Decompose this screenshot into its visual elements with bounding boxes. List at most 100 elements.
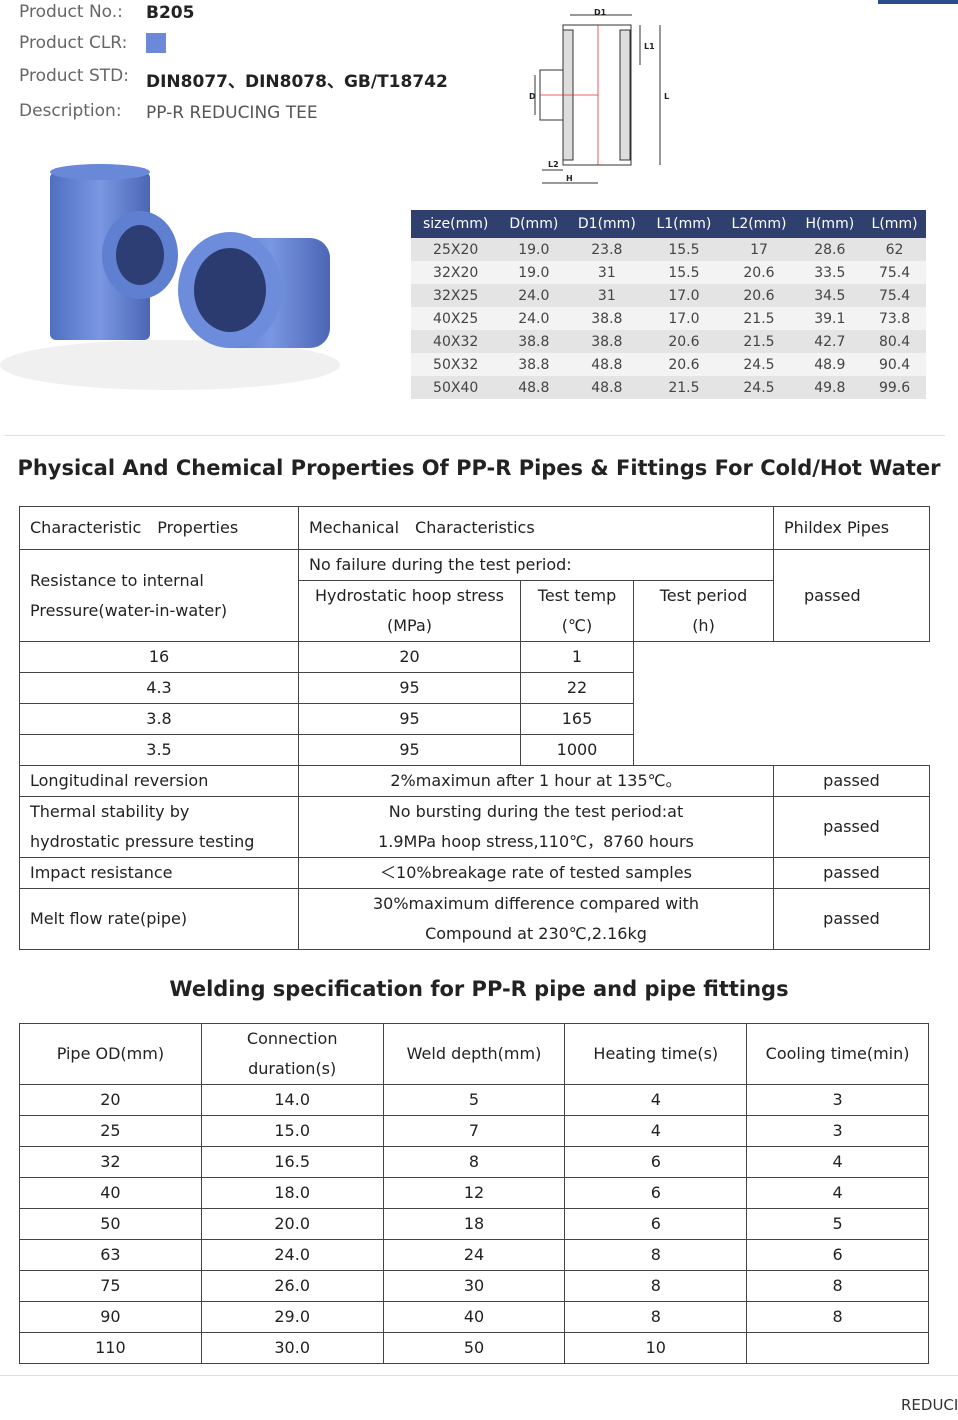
cell: 40	[19, 1177, 202, 1209]
cell: 15.0	[200, 1115, 384, 1147]
name-cell: Thermal stability by hydrostatic pressure…	[19, 796, 299, 858]
dim-label: D	[529, 92, 536, 101]
text: (MPa)	[386, 616, 433, 635]
cell: 24.0	[500, 284, 568, 307]
sub-header-cell: Test temp (℃)	[520, 580, 634, 642]
result-cell: passed	[773, 765, 930, 797]
separator	[5, 435, 945, 436]
text: hydrostatic pressure testing	[30, 832, 255, 851]
row: 50 20.0 18 6 5	[19, 1208, 929, 1240]
value: B205	[146, 3, 195, 23]
text: Test temp	[537, 586, 617, 605]
cell: 62	[863, 238, 926, 261]
row: 25 15.0 7 4 3	[19, 1115, 929, 1147]
row: Thermal stability by hydrostatic pressure…	[19, 796, 930, 858]
cell: 49.8	[796, 376, 864, 399]
cell: 31	[567, 261, 647, 284]
cell: 30	[382, 1270, 566, 1302]
header-cell: Weld depth(mm)	[382, 1023, 566, 1085]
cell: 48.8	[500, 376, 568, 399]
cell: 4	[564, 1084, 748, 1116]
text: 2%maximun after 1 hour at 135℃。	[390, 771, 682, 790]
cell: 48.9	[796, 353, 864, 376]
row: 40X32 38.8 38.8 20.6 21.5 42.7 80.4	[411, 330, 926, 353]
cell: 34.5	[796, 284, 864, 307]
row: 4.3 95 22	[19, 672, 930, 704]
row: 20 14.0 5 4 3	[19, 1084, 929, 1116]
separator	[0, 1375, 958, 1376]
cell: 23.8	[567, 238, 647, 261]
row: 40 18.0 12 6 4	[19, 1177, 929, 1209]
text: Hydrostatic hoop stress	[315, 586, 504, 605]
label: Description:	[19, 101, 122, 121]
header-cell: size(mm)	[411, 210, 501, 238]
note-cell: No failure during the test period:	[298, 549, 774, 581]
cell: 18	[382, 1208, 566, 1240]
header-cell: Phildex Pipes	[773, 506, 930, 550]
cell: 165	[520, 703, 634, 735]
header-cell: Characteristic Properties	[19, 506, 299, 550]
text: Melt flow rate(pipe)	[30, 909, 188, 928]
row: Impact resistance ＜10%breakage rate of te…	[19, 857, 930, 889]
cell: 20.0	[200, 1208, 384, 1240]
text: Connection	[246, 1029, 338, 1048]
cell: 18.0	[200, 1177, 384, 1209]
cell: 25	[19, 1115, 202, 1147]
header-cell: Mechanical Characteristics	[298, 506, 774, 550]
text: (℃)	[561, 616, 593, 635]
cell: 63	[19, 1239, 202, 1271]
cell: 4	[746, 1177, 929, 1209]
dim-label: L	[664, 92, 669, 101]
row: 50X40 48.8 48.8 21.5 24.5 49.8 99.6	[411, 376, 926, 399]
cell: 3	[746, 1084, 929, 1116]
header-cell: L2(mm)	[721, 210, 797, 238]
cell: 99.6	[863, 376, 926, 399]
cell: 33.5	[796, 261, 864, 284]
text: Heating time(s)	[593, 1044, 719, 1063]
cell: 21.5	[646, 376, 722, 399]
dim-label: D1	[594, 8, 607, 17]
text: Pressure(water-in-water)	[30, 600, 228, 620]
header-cell: H(mm)	[796, 210, 864, 238]
cell: 75.4	[863, 284, 926, 307]
cell: 24	[382, 1239, 566, 1271]
text: (h)	[692, 616, 715, 635]
top-bar	[878, 0, 958, 4]
cell: 17.0	[646, 284, 722, 307]
cell: 20	[19, 1084, 202, 1116]
row: 25X20 19.0 23.8 15.5 17 28.6 62	[411, 238, 926, 261]
row: 63 24.0 24 8 6	[19, 1239, 929, 1271]
cell: 38.8	[500, 353, 568, 376]
cell: 19.0	[500, 238, 568, 261]
cell: 8	[564, 1270, 748, 1302]
cell: 39.1	[796, 307, 864, 330]
text: Impact resistance	[30, 863, 173, 882]
cell: 6	[564, 1146, 748, 1178]
cell: 50	[382, 1332, 566, 1364]
cell: 16.5	[200, 1146, 384, 1178]
spec-cell: 30%maximum difference compared with Compo…	[298, 888, 774, 950]
result-cell: passed	[773, 549, 930, 642]
cell: 40	[382, 1301, 566, 1333]
cell: 90.4	[863, 353, 926, 376]
row: 40X25 24.0 38.8 17.0 21.5 39.1 73.8	[411, 307, 926, 330]
cell: 40X32	[411, 330, 501, 353]
name-cell: Longitudinal reversion	[19, 765, 299, 797]
cell: 75.4	[863, 261, 926, 284]
text: Resistance to internal	[30, 570, 204, 590]
name-cell: Impact resistance	[19, 857, 299, 889]
header-cell: L(mm)	[863, 210, 926, 238]
cell: 6	[564, 1208, 748, 1240]
header-cell: Heating time(s)	[564, 1023, 748, 1085]
welding-table: Pipe OD(mm) Connection duration(s) Weld dep…	[19, 1023, 929, 1364]
value: DIN8077、DIN8078、GB/T18742	[146, 72, 448, 92]
label: Product No.:	[19, 2, 123, 22]
cell: 7	[382, 1115, 566, 1147]
spec-cell: 2%maximun after 1 hour at 135℃。	[298, 765, 774, 797]
cell: 20.6	[721, 261, 797, 284]
cell: 24.5	[721, 353, 797, 376]
cell: 4.3	[19, 672, 299, 704]
cell: 30.0	[200, 1332, 384, 1364]
cell: 6	[746, 1239, 929, 1271]
